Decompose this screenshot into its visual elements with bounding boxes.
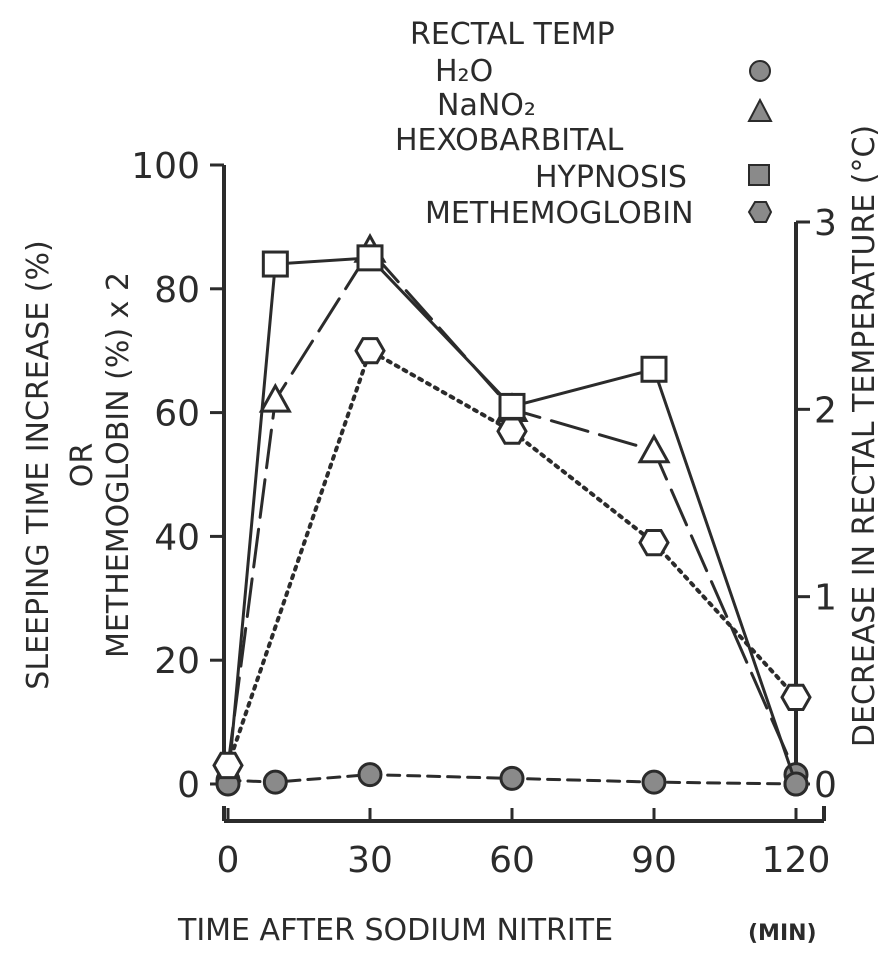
left-tick-label: 0: [177, 765, 200, 806]
point-h2o: [641, 769, 667, 795]
series-methemoglobin: [212, 337, 812, 780]
x-tick-label: 120: [762, 840, 831, 881]
point-nano2: [258, 382, 292, 413]
right-tick-label: 0: [814, 765, 837, 806]
legend-label-hypnosis-line2: HYPNOSIS: [535, 160, 687, 195]
series-nano2: [215, 233, 809, 788]
x-axis-title: TIME AFTER SODIUM NITRITE: [177, 913, 613, 948]
left-tick-label: 20: [154, 641, 200, 682]
left-tick-label: 100: [131, 146, 200, 187]
left-tick-label: 80: [154, 270, 200, 311]
point-hypnosis: [783, 771, 809, 797]
point-hypnosis: [640, 355, 668, 383]
point-methemoglobin: [638, 529, 670, 557]
point-h2o: [499, 765, 525, 791]
point-hypnosis: [356, 244, 384, 272]
right-tick-label: 3: [814, 203, 837, 244]
left-axis-title-line3: METHEMOGLOBIN (%) x 2: [101, 272, 136, 658]
point-methemoglobin: [212, 751, 244, 780]
point-nano2: [637, 433, 671, 464]
legend-label-hypnosis-line1: HEXOBARBITAL: [395, 123, 624, 158]
left-tick-label: 60: [154, 394, 200, 435]
point-h2o: [262, 769, 288, 795]
legend-marker-methemoglobin: [747, 201, 773, 223]
left-axis-ticks: 0 20 40 60 80 100: [131, 146, 224, 806]
x-tick-label: 60: [489, 840, 535, 881]
point-h2o: [357, 762, 383, 788]
right-tick-label: 2: [814, 390, 837, 431]
legend: RECTAL TEMP H₂O NaNO₂ HEXOBARBITAL HYPNO…: [395, 17, 773, 231]
left-axis-title-line2: OR: [65, 443, 100, 487]
x-tick-label: 0: [217, 840, 240, 881]
left-axis-title: SLEEPING TIME INCREASE (%) OR METHEMOGLO…: [21, 240, 136, 689]
point-hypnosis: [498, 392, 526, 420]
legend-marker-h2o: [749, 60, 771, 82]
legend-label-nano2: NaNO₂: [437, 88, 536, 123]
x-tick-label: 30: [347, 840, 393, 881]
x-axis-ticks: 0 30 60 90 120: [217, 808, 831, 881]
series-line-nano2: [226, 247, 798, 777]
point-methemoglobin: [354, 337, 386, 365]
left-tick-label: 40: [154, 517, 200, 558]
point-methemoglobin: [496, 417, 528, 445]
point-hypnosis: [261, 250, 289, 278]
right-axis-title: DECREASE IN RECTAL TEMPERATURE (°C): [847, 125, 882, 747]
legend-marker-hypnosis: [748, 164, 770, 186]
right-tick-label: 1: [814, 578, 837, 619]
right-axis-ticks: 0 1 2 3: [796, 203, 837, 806]
series-h2o: [215, 762, 809, 797]
legend-label-h2o: H₂O: [435, 54, 493, 89]
series-line-hypnosis: [226, 256, 798, 786]
left-axis-title-line1: SLEEPING TIME INCREASE (%): [21, 240, 56, 689]
series-layer: [212, 233, 812, 797]
x-tick-label: 90: [631, 840, 677, 881]
legend-heading: RECTAL TEMP: [410, 17, 615, 52]
legend-marker-nano2: [747, 97, 773, 122]
x-axis-unit: (MIN): [748, 921, 817, 946]
legend-label-methemoglobin: METHEMOGLOBIN: [425, 196, 694, 231]
series-hypnosis: [215, 244, 809, 797]
point-methemoglobin: [780, 683, 812, 711]
